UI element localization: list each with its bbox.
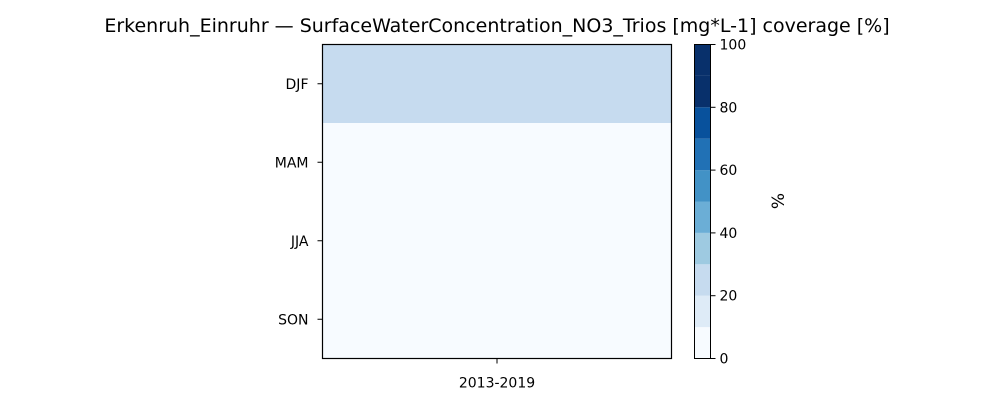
colorbar-segment xyxy=(694,75,711,108)
colorbar-segment xyxy=(694,44,711,76)
colorbar-segment xyxy=(694,295,711,328)
heatmap-cell-son-1 xyxy=(322,280,672,359)
colorbar-tick-label: 40 xyxy=(720,226,738,242)
colorbar-segment xyxy=(694,201,711,233)
y-tick-label: MAM xyxy=(275,155,309,171)
x-axis-ticks: 2013-2019 xyxy=(459,358,535,392)
y-axis-ticks: DJF MAM JJA SON xyxy=(275,77,323,328)
heatmap-cell-mam-1 xyxy=(322,123,672,202)
colorbar-frame xyxy=(694,44,711,359)
colorbar-segment xyxy=(694,107,711,139)
colorbar-tick-label: 20 xyxy=(720,289,738,305)
heatmap-cells xyxy=(322,44,672,359)
x-tick-label: 2013-2019 xyxy=(459,376,535,392)
colorbar-tick-label: 80 xyxy=(720,100,738,116)
y-tick-label: DJF xyxy=(286,77,309,93)
colorbar-segment xyxy=(694,232,711,265)
y-tick-label: JJA xyxy=(290,234,309,250)
colorbar-segment xyxy=(694,327,711,359)
chart-title: Erkenruh_Einruhr — SurfaceWaterConcentra… xyxy=(104,15,889,37)
colorbar-tick-label: 60 xyxy=(720,163,738,179)
colorbar-segment xyxy=(694,138,711,171)
colorbar-tick-label: 100 xyxy=(720,38,747,54)
heatmap-cell-jja-1 xyxy=(322,201,672,280)
colorbar-segment xyxy=(694,170,711,202)
colorbar-tick-label: 0 xyxy=(720,352,729,368)
colorbar: 0 20 40 60 80 100 xyxy=(694,38,747,368)
colorbar-label: % xyxy=(769,193,789,209)
y-tick-label: SON xyxy=(278,312,308,328)
heatmap-cell-djf-1 xyxy=(322,44,672,123)
colorbar-segment xyxy=(694,264,711,296)
